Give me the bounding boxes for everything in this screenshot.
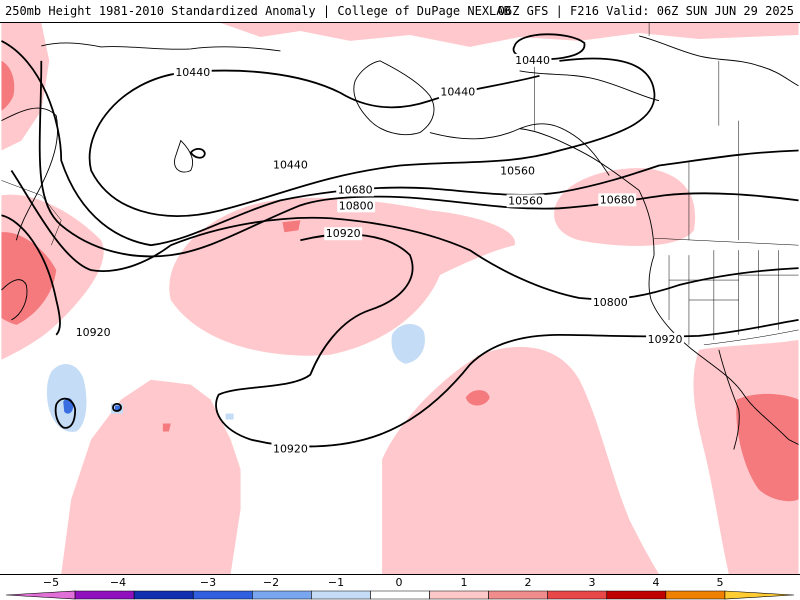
colorbar-segment — [665, 590, 726, 600]
contour-label: 10680 — [338, 183, 373, 196]
colorbar-segments — [5, 590, 795, 600]
map-title: 250mb Height 1981-2010 Standardized Anom… — [5, 4, 511, 18]
contour-label: 10440 — [440, 86, 475, 99]
anomaly-region-central-pacific — [61, 379, 241, 574]
colorbar-segment — [311, 590, 371, 600]
contour-label: 10920 — [76, 326, 111, 339]
map-header: 250mb Height 1981-2010 Standardized Anom… — [0, 0, 800, 22]
colorbar-tick-label: −2 — [263, 576, 279, 589]
colorbar-segment — [252, 590, 312, 600]
contour-label: 10440 — [273, 158, 308, 171]
strong-anomaly-mexico — [736, 393, 799, 502]
canada-territory-line — [648, 23, 720, 126]
contour-10920-dot — [112, 402, 122, 412]
contour-10920-west — [1, 214, 61, 336]
coastlines — [1, 35, 799, 450]
russia-far-east-coast — [174, 139, 194, 173]
contour-label: 10560 — [508, 194, 543, 207]
contour-label: 10440 — [175, 66, 210, 79]
contour-label: 10920 — [326, 227, 361, 240]
colorbar-segment — [547, 590, 608, 600]
strong-anomaly-dot-3 — [162, 423, 171, 432]
north-america-west-coast — [648, 255, 799, 445]
strong-negative-dot — [115, 405, 121, 411]
colorbar-segment — [192, 590, 253, 600]
contour-10440-main — [88, 57, 656, 217]
japan-coast — [1, 279, 28, 321]
contour-10920-central — [215, 233, 799, 448]
strong-anomaly-dot-2 — [465, 390, 490, 406]
kamchatka-coast — [1, 107, 58, 241]
colorbar-segment — [370, 590, 430, 600]
anomaly-region-top — [220, 23, 799, 47]
strong-anomaly-west — [1, 232, 57, 325]
gulf-of-alaska-coast — [519, 128, 655, 256]
aleutian-chain — [429, 123, 610, 176]
siberia-coast — [41, 42, 281, 52]
contour-label: 10920 — [648, 333, 683, 346]
strong-anomaly-dot-1 — [282, 220, 301, 233]
contour-10800 — [10, 169, 799, 301]
contour-label: 10440 — [515, 54, 550, 67]
anomaly-region-subtropics — [382, 346, 660, 574]
contour-label: 10800 — [593, 296, 628, 309]
alaska-coast — [353, 60, 435, 136]
model-valid-time: 06Z GFS | F216 Valid: 06Z SUN JUN 29 202… — [497, 4, 794, 18]
strong-negative-anomaly — [63, 398, 74, 414]
us-mexico-border — [703, 329, 799, 346]
negative-anomaly-speck — [225, 413, 234, 420]
contour-labels: 10440 10440 10440 10440 10560 10560 1068… — [74, 54, 684, 455]
colorbar-tick-label: 3 — [589, 576, 596, 589]
anomaly-map: 10440 10440 10440 10440 10560 10560 1068… — [0, 22, 800, 575]
anomaly-region-northwest — [1, 23, 50, 151]
height-contours — [1, 33, 799, 448]
contour-10440-small — [189, 148, 206, 159]
contour-10920-loop — [54, 397, 77, 429]
colorbar-segment — [74, 590, 135, 600]
colorbar-ticks: −5 −4 −3 −2 −1 0 1 2 3 4 5 — [43, 576, 724, 589]
contour-label: 10680 — [600, 193, 635, 206]
colorbar-tick-label: 1 — [461, 576, 468, 589]
colorbar-segment — [724, 590, 795, 600]
contour-10440-north — [180, 69, 540, 109]
colorbar-segment — [429, 590, 489, 600]
colorbar-segment — [5, 590, 76, 600]
colorbar-tick-label: 4 — [653, 576, 660, 589]
colorbar-tick-label: −5 — [43, 576, 59, 589]
colorbar-segment — [488, 590, 548, 600]
colorbar-tick-label: −4 — [110, 576, 126, 589]
anomaly-region-northeast-pacific — [554, 168, 696, 246]
colorbar-tick-label: −1 — [328, 576, 344, 589]
colorbar-segment — [606, 590, 667, 600]
us-canada-border — [654, 237, 799, 246]
negative-anomaly-central — [391, 323, 425, 364]
strong-positive-anomaly-regions — [1, 60, 799, 502]
contour-10680 — [38, 60, 799, 258]
colorbar-tick-label: 2 — [525, 576, 532, 589]
strong-anomaly-northwest — [1, 60, 15, 111]
anomaly-colorbar: −5 −4 −3 −2 −1 0 1 2 3 4 5 — [5, 576, 795, 600]
anomaly-region-islands — [471, 354, 496, 391]
canada-coast — [639, 35, 799, 87]
colorbar-tick-label: 0 — [396, 576, 403, 589]
colorbar-tick-label: 5 — [717, 576, 724, 589]
colorbar-segment — [133, 590, 194, 600]
arctic-coast — [519, 70, 660, 102]
contour-label: 10560 — [500, 164, 535, 177]
anomaly-region-north-pacific — [169, 197, 516, 356]
contour-label: 10920 — [273, 442, 308, 455]
colorbar-tick-label: −3 — [200, 576, 216, 589]
contour-label: 10800 — [339, 199, 374, 212]
baja-california — [718, 349, 740, 450]
